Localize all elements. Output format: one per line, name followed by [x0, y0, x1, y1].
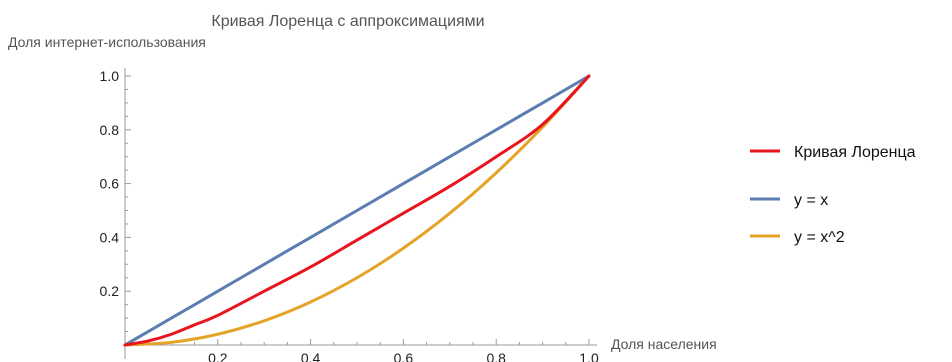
legend-label-1: Кривая Лоренца — [794, 144, 916, 161]
series-line-2 — [123, 74, 591, 347]
x-tick-label: 0.8 — [486, 350, 506, 362]
axes: 0.2 0.4 0.6 0.8 1.0 0.2 0.4 0.6 0.8 1.0 — [100, 68, 599, 362]
series-line-1 — [123, 74, 591, 347]
y-tick-label: 0.2 — [100, 283, 120, 299]
legend: Кривая Лоренца y = x y = x^2 — [750, 144, 916, 246]
legend-label-3: y = x^2 — [794, 229, 845, 246]
y-tick-label: 0.8 — [100, 122, 120, 138]
series-layer — [123, 74, 591, 347]
chart-title: Кривая Лоренца с аппроксимациями — [211, 13, 484, 30]
x-tick-label: 0.4 — [301, 350, 321, 362]
x-axis-title: Доля населения — [611, 336, 717, 352]
x-tick-label: 1.0 — [579, 350, 599, 362]
y-tick-label: 0.6 — [100, 176, 120, 192]
legend-label-2: y = x — [794, 192, 828, 209]
x-tick-label: 0.2 — [208, 350, 228, 362]
series-line-3 — [123, 74, 591, 347]
y-tick-label: 0.4 — [100, 229, 120, 245]
y-tick-label: 1.0 — [100, 68, 120, 84]
y-axis-title: Доля интернет-использования — [8, 34, 206, 50]
x-tick-label: 0.6 — [394, 350, 414, 362]
